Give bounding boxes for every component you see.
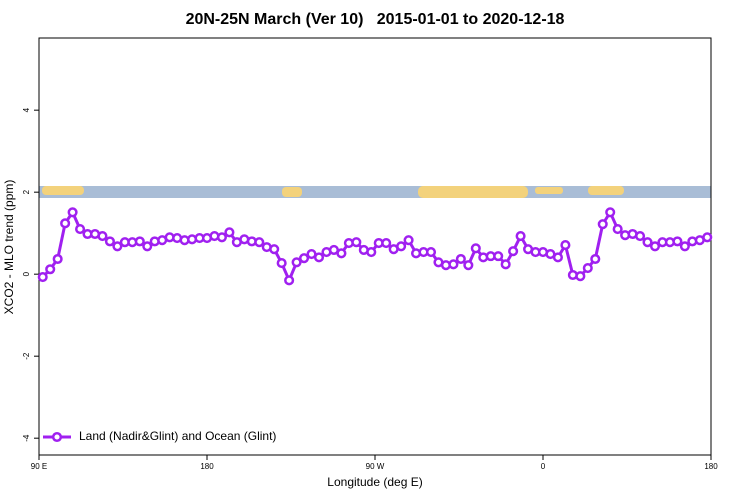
y-tick-label: 0 <box>22 271 31 276</box>
data-point <box>672 236 683 247</box>
data-point <box>635 230 646 242</box>
data-point <box>134 236 145 247</box>
y-tick-label: 4 <box>22 107 31 112</box>
y-tick-label: -2 <box>22 352 31 360</box>
data-point <box>291 257 302 268</box>
data-point <box>45 264 56 275</box>
x-tick-label: 90 E <box>31 462 47 471</box>
data-point <box>448 259 459 270</box>
y-tick-label: -4 <box>22 434 31 442</box>
map-strip <box>39 186 711 198</box>
data-point <box>590 253 601 265</box>
x-tick-label: 180 <box>704 462 718 471</box>
data-point <box>396 241 407 252</box>
data-point <box>403 235 414 246</box>
data-point <box>597 219 608 230</box>
legend-label: Land (Nadir&Glint) and Ocean (Glint) <box>79 429 276 443</box>
data-point <box>104 236 115 247</box>
data-point <box>381 237 392 249</box>
data-point <box>552 252 563 263</box>
data-point <box>508 246 519 257</box>
data-point <box>67 207 78 218</box>
data-point <box>425 246 437 258</box>
chart-title: 20N-25N March (Ver 10) 2015-01-01 to 202… <box>186 11 565 28</box>
data-point <box>142 241 153 252</box>
data-point <box>284 275 295 286</box>
x-tick-label: 0 <box>541 462 546 471</box>
data-point <box>366 246 377 258</box>
data-point <box>649 241 661 252</box>
data-point <box>75 224 86 235</box>
data-point <box>515 230 526 242</box>
y-axis-label: XCO2 - MLO trend (ppm) <box>2 180 16 315</box>
x-tick-label: 180 <box>200 462 214 471</box>
x-axis-label: Longitude (deg E) <box>327 475 422 489</box>
data-point <box>37 271 48 283</box>
y-tick-label: 2 <box>22 189 31 194</box>
data-point <box>463 260 474 271</box>
data-point <box>605 207 616 218</box>
data-point <box>679 241 690 252</box>
data-point <box>52 253 63 265</box>
data-point <box>97 230 108 242</box>
data-point <box>351 237 362 248</box>
data-point <box>642 237 653 248</box>
data-point <box>299 253 310 264</box>
data-point <box>254 237 265 248</box>
data-point <box>702 232 713 243</box>
data-point <box>269 244 280 255</box>
data-point <box>612 224 623 235</box>
data-point <box>60 218 71 229</box>
data-point <box>224 227 235 238</box>
data-point <box>216 232 227 243</box>
x-tick-label: 90 W <box>366 462 385 471</box>
data-point <box>560 240 571 251</box>
legend-marker <box>51 431 63 443</box>
data-point <box>493 251 504 262</box>
data-point <box>470 243 481 254</box>
data-point <box>112 241 123 252</box>
data-point <box>276 258 287 269</box>
data-point <box>455 253 466 265</box>
data-point <box>575 271 586 282</box>
data-point <box>500 259 511 270</box>
data-point <box>582 262 593 274</box>
data-point <box>313 252 325 263</box>
data-point <box>336 248 347 259</box>
